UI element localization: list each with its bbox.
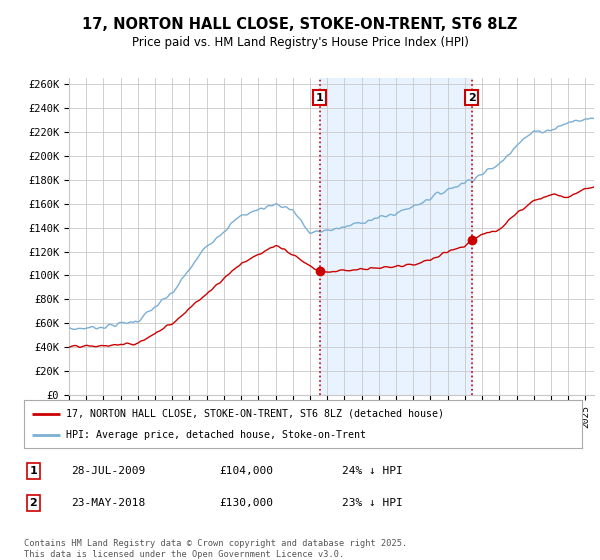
Text: 17, NORTON HALL CLOSE, STOKE-ON-TRENT, ST6 8LZ (detached house): 17, NORTON HALL CLOSE, STOKE-ON-TRENT, S… <box>66 409 444 419</box>
Text: 17, NORTON HALL CLOSE, STOKE-ON-TRENT, ST6 8LZ: 17, NORTON HALL CLOSE, STOKE-ON-TRENT, S… <box>82 17 518 32</box>
Text: 1: 1 <box>29 466 37 476</box>
Text: £104,000: £104,000 <box>220 466 273 476</box>
Text: 28-JUL-2009: 28-JUL-2009 <box>71 466 146 476</box>
Text: £130,000: £130,000 <box>220 498 273 508</box>
Text: 1: 1 <box>316 92 323 102</box>
Text: 2: 2 <box>29 498 37 508</box>
Text: 23-MAY-2018: 23-MAY-2018 <box>71 498 146 508</box>
Bar <box>320 78 472 395</box>
Text: 23% ↓ HPI: 23% ↓ HPI <box>342 498 403 508</box>
Text: Contains HM Land Registry data © Crown copyright and database right 2025.
This d: Contains HM Land Registry data © Crown c… <box>24 539 407 559</box>
Text: Price paid vs. HM Land Registry's House Price Index (HPI): Price paid vs. HM Land Registry's House … <box>131 36 469 49</box>
Text: 24% ↓ HPI: 24% ↓ HPI <box>342 466 403 476</box>
Text: HPI: Average price, detached house, Stoke-on-Trent: HPI: Average price, detached house, Stok… <box>66 430 366 440</box>
Text: 2: 2 <box>468 92 475 102</box>
